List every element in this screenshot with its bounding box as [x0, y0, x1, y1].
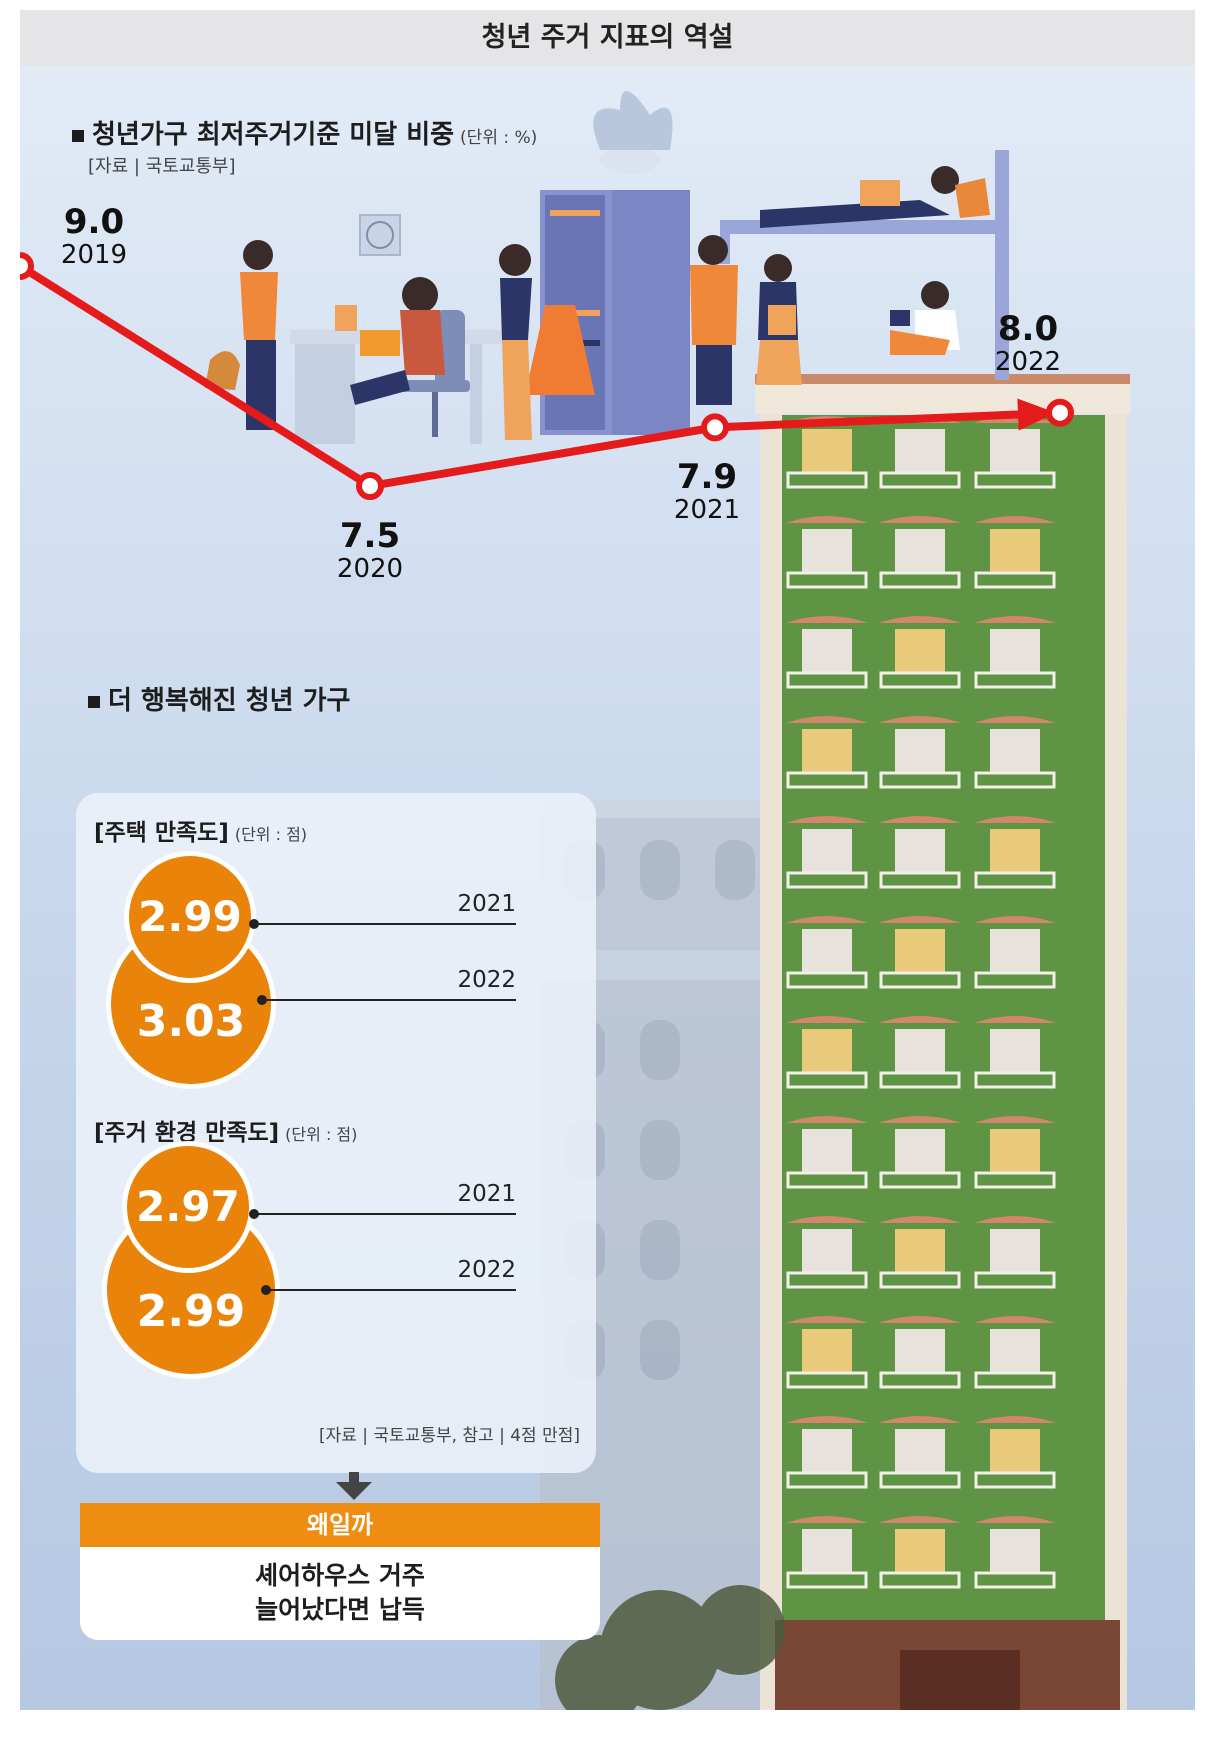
why-box: 셰어하우스 거주 늘어났다면 납득	[80, 1547, 600, 1640]
housing-2021-leader	[249, 919, 516, 929]
data-label-value-2022: 8.0	[997, 308, 1059, 349]
trees	[555, 1585, 785, 1710]
environment-2022-leader	[261, 1285, 516, 1295]
housing-2022-year: 2022	[457, 967, 516, 993]
data-point-2022	[1046, 398, 1074, 427]
series-line	[20, 262, 1061, 491]
environment-2021-year: 2021	[457, 1181, 516, 1207]
infographic-panel: 청년 주거 지표의 역설 청년가구 최저주거기준 미달 비중 (단위 : %) […	[20, 10, 1195, 1710]
line-chart	[20, 252, 1074, 501]
series-arrowhead	[1017, 398, 1057, 431]
line-section-unit: (단위 : %)	[460, 128, 538, 148]
environment-2021-value: 2.97	[136, 1182, 240, 1231]
data-label-value-2020: 7.5	[339, 516, 401, 557]
leader-dot	[257, 995, 267, 1005]
page-title: 청년 주거 지표의 역설	[20, 10, 1195, 66]
environment-2021-circle: 2.97	[122, 1141, 254, 1273]
data-point-2021	[701, 413, 729, 442]
data-label-year-2022: 2022	[994, 346, 1062, 377]
data-label-year-2019: 2019	[60, 240, 128, 270]
bullet-square-icon	[88, 695, 100, 708]
down-arrow-icon	[336, 1472, 372, 1500]
housing-2021-value: 2.99	[138, 892, 242, 941]
environment-2021-leader	[249, 1209, 516, 1219]
why-line-2: 늘어났다면 납득	[255, 1595, 425, 1624]
leader-dot	[249, 919, 259, 929]
housing-satisfaction-heading: [주택 만족도] (단위 : 점)	[94, 813, 307, 847]
data-label-value-2021: 7.9	[676, 457, 738, 498]
why-label: 왜일까	[80, 1503, 600, 1547]
leader-dot	[261, 1285, 271, 1295]
data-label-year-2021: 2021	[673, 495, 741, 526]
housing-2022-leader	[257, 995, 516, 1005]
housing-unit: (단위 : 점)	[234, 825, 308, 844]
housing-heading-text: [주택 만족도]	[94, 820, 229, 846]
data-label-value-2019: 9.0	[63, 202, 125, 242]
data-point-2020	[356, 472, 384, 501]
housing-2021-year: 2021	[457, 891, 516, 917]
environment-2022-year: 2022	[457, 1257, 516, 1283]
room-illustration	[205, 91, 1009, 444]
housing-2022-value: 3.03	[136, 996, 246, 1047]
data-label-year-2020: 2020	[336, 554, 404, 585]
line-section-source: [자료 | 국토교통부]	[88, 156, 236, 177]
happy-section-title: 더 행복해진 청년 가구	[108, 686, 351, 716]
why-line-1: 셰어하우스 거주	[255, 1561, 425, 1590]
satisfaction-card: [주택 만족도] (단위 : 점) 3.03 2.99 2021 2022 [주거…	[76, 793, 596, 1473]
environment-2022-value: 2.99	[136, 1286, 246, 1337]
leader-dot	[249, 1209, 259, 1219]
data-point-2019	[20, 252, 34, 280]
environment-unit: (단위 : 점)	[285, 1125, 358, 1144]
happy-section-heading: 더 행복해진 청년 가구	[88, 680, 350, 717]
satisfaction-source: [자료 | 국토교통부, 참고 | 4점 만점]	[318, 1426, 580, 1446]
housing-2021-circle: 2.99	[124, 851, 256, 983]
environment-satisfaction-heading: [주거 환경 만족도] (단위 : 점)	[94, 1113, 357, 1147]
building-windows	[786, 416, 1056, 1589]
background-illustration	[205, 91, 1130, 1710]
line-section-title: 청년가구 최저주거기준 미달 비중	[92, 120, 455, 150]
line-section-heading: 청년가구 최저주거기준 미달 비중 (단위 : %)	[72, 114, 537, 151]
bullet-square-icon	[72, 129, 84, 142]
